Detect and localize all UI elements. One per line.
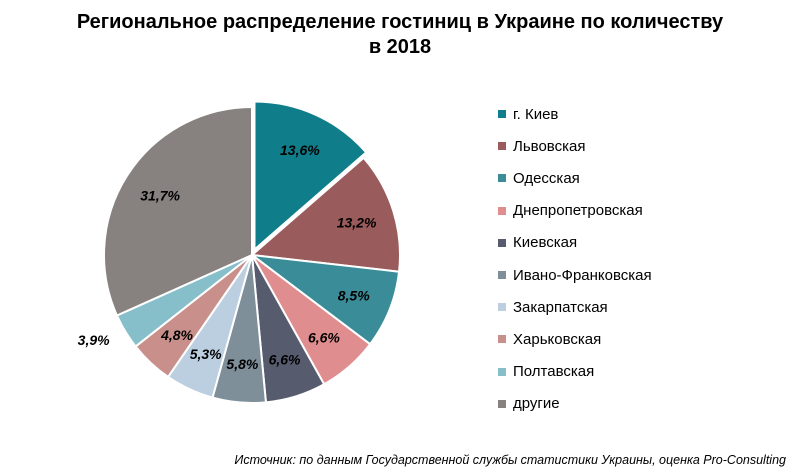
legend-item-г-киев: г. Киев (498, 98, 652, 130)
legend-swatch (498, 142, 506, 151)
legend-swatch (498, 303, 506, 312)
legend-item-одесская: Одесская (498, 162, 652, 194)
pie-slice-г-киев (253, 100, 368, 252)
data-label-закарпатская: 5,3% (190, 346, 222, 362)
data-label-одесская: 8,5% (338, 288, 370, 304)
legend-item-ивано-франковская: Ивано-Франковская (498, 259, 652, 291)
chart-title-line-2: в 2018 (368, 36, 432, 58)
legend-swatch (498, 399, 506, 408)
data-label-ивано-франковская: 5,8% (226, 356, 258, 372)
legend-item-другие: другие (498, 388, 652, 420)
pie-slice-львовская (249, 156, 401, 273)
legend-label: Полтавская (513, 363, 595, 381)
legend-swatch (498, 238, 506, 247)
data-label-г-киев: 13,6% (280, 142, 320, 158)
chart-legend: г. Киев Львовская Одесская Днепропетровская… (498, 98, 652, 420)
legend-item-закарпатская: Закарпатская (498, 291, 652, 323)
legend-label: Одесская (513, 169, 580, 187)
legend-swatch (498, 335, 506, 344)
legend-swatch (498, 367, 506, 376)
data-label-харьковская: 4,8% (160, 327, 193, 343)
legend-label: Днепропетровская (513, 202, 643, 220)
data-label-днепропетровская: 6,6% (308, 330, 340, 346)
legend-item-харьковская: Харьковская (498, 323, 652, 355)
legend-item-днепропетровская: Днепропетровская (498, 195, 652, 227)
legend-item-полтавская: Полтавская (498, 356, 652, 388)
data-label-полтавская: 3,9% (78, 332, 110, 348)
legend-label: Ивано-Франковская (513, 266, 652, 284)
legend-label: другие (513, 395, 560, 413)
source-note: Источник: по данным Государственной служ… (234, 453, 786, 467)
legend-item-львовская: Львовская (498, 130, 652, 162)
legend-label: Киевская (513, 234, 578, 252)
legend-swatch (498, 174, 506, 183)
legend-swatch (498, 271, 506, 280)
data-label-киевская: 6,6% (269, 352, 301, 368)
legend-label: г. Киев (513, 105, 559, 123)
legend-label: Львовская (513, 137, 586, 155)
chart-title: Региональное распределение гостиниц в Ук… (0, 10, 800, 60)
legend-label: Харьковская (513, 330, 602, 348)
legend-item-киевская: Киевская (498, 227, 652, 259)
pie-slice-другие (103, 105, 253, 317)
legend-swatch (498, 110, 506, 119)
data-label-львовская: 13,2% (337, 214, 377, 230)
data-label-другие: 31,7% (140, 187, 180, 203)
legend-swatch (498, 206, 506, 215)
chart-title-line-1: Региональное распределение гостиниц в Ук… (76, 11, 724, 33)
legend-label: Закарпатская (513, 298, 608, 316)
